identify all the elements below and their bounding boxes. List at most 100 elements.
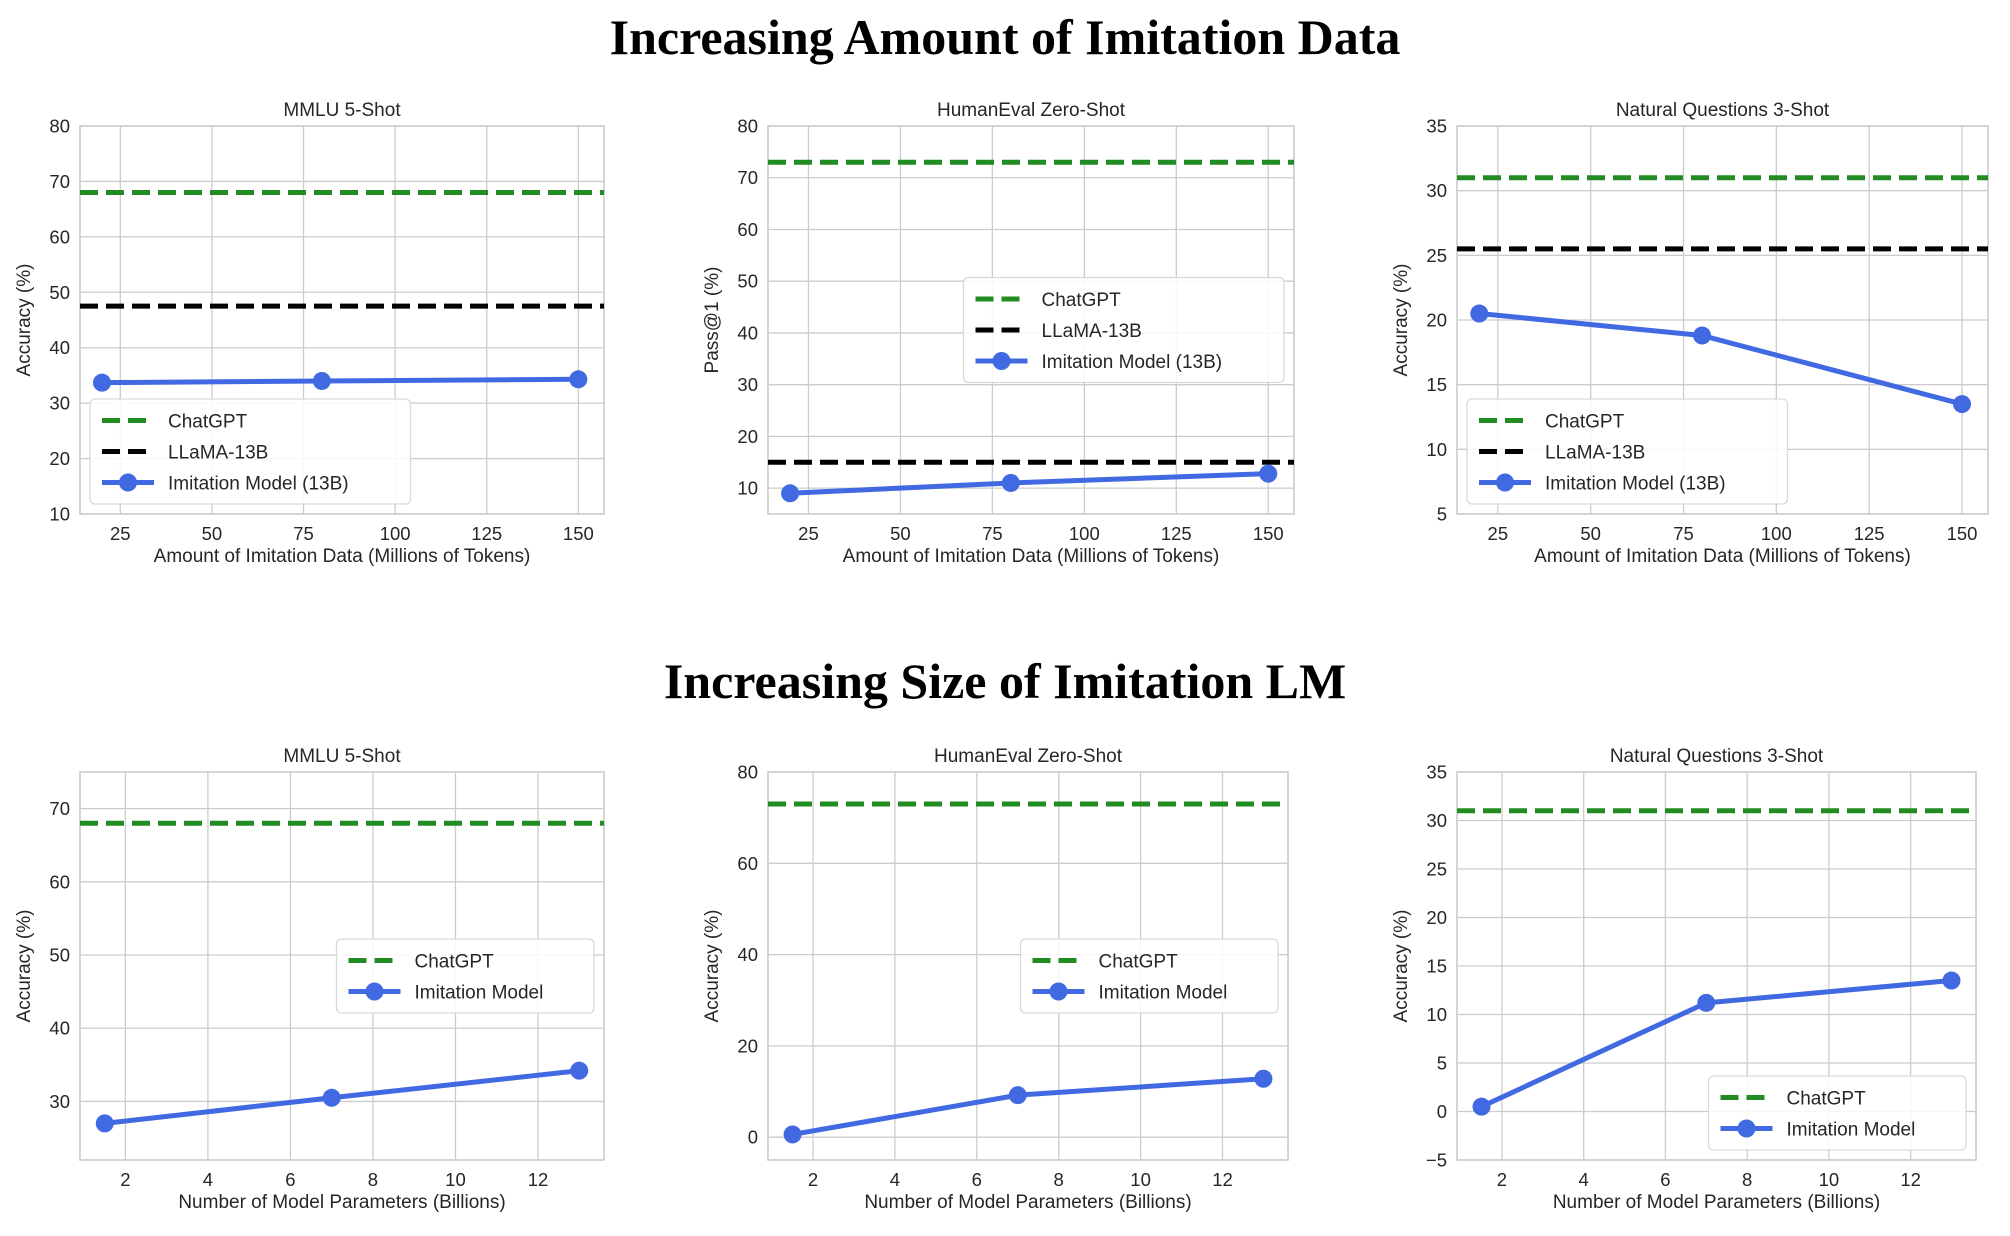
y-tick-label: 10 xyxy=(1426,1004,1447,1025)
legend-entry: ChatGPT xyxy=(1099,952,1179,973)
y-tick-label: 40 xyxy=(49,337,70,358)
x-tick-label: 125 xyxy=(1854,523,1885,544)
data-point xyxy=(92,373,111,392)
plot-area: 25 50 75 100 125 150 10 20 30 40 50 60 70 80 HumanEval… xyxy=(702,100,1295,567)
y-axis-label: Accuracy (%) xyxy=(1391,264,1412,377)
legend-entry: Imitation Model (13B) xyxy=(1042,352,1223,373)
x-tick-label: 6 xyxy=(972,1169,982,1190)
x-tick-label: 12 xyxy=(1900,1169,1921,1190)
legend-handle-marker xyxy=(992,352,1011,370)
x-tick-label: 12 xyxy=(528,1169,549,1190)
legend-handle-marker xyxy=(1737,1119,1756,1138)
x-tick-label: 100 xyxy=(380,523,411,544)
legend: ChatGPT LLaMA-13B Imitation Model (13B) xyxy=(89,398,412,505)
x-tick-label: 2 xyxy=(808,1169,818,1190)
y-tick-label: 80 xyxy=(737,762,758,783)
y-tick-label: 40 xyxy=(737,322,758,343)
plot-area: 2 4 6 8 10 12 −5 0 5 10 15 20 25 30 35 Natural Question… xyxy=(1391,746,1977,1213)
y-tick-label: −5 xyxy=(1426,1150,1447,1171)
data-point xyxy=(1254,1069,1273,1088)
plot-frame xyxy=(79,771,605,1161)
data-point xyxy=(1693,326,1712,345)
x-tick-label: 150 xyxy=(1947,523,1978,544)
legend-entry: ChatGPT xyxy=(1545,412,1625,433)
y-tick-label: 80 xyxy=(49,116,70,137)
x-tick-label: 6 xyxy=(285,1169,295,1190)
y-tick-label: 20 xyxy=(49,448,70,469)
chart-title: MMLU 5-Shot xyxy=(283,746,401,767)
data-point xyxy=(322,1088,341,1107)
data-layer xyxy=(80,820,604,1133)
y-tick-label: 10 xyxy=(1426,439,1447,460)
chart-title: Natural Questions 3-Shot xyxy=(1616,100,1830,121)
data-layer xyxy=(768,159,1294,503)
x-tick-label: 8 xyxy=(1054,1169,1064,1190)
legend-box xyxy=(1707,1075,1967,1151)
plot-frame xyxy=(1456,771,1977,1161)
x-tick-label: 25 xyxy=(110,523,131,544)
y-tick-label: 15 xyxy=(1426,956,1447,977)
legend-entry: Imitation Model (13B) xyxy=(1545,474,1726,495)
x-tick-label: 4 xyxy=(890,1169,900,1190)
y-tick-label: 0 xyxy=(1437,1101,1447,1122)
x-tick-label: 150 xyxy=(1253,523,1284,544)
x-tick-label: 100 xyxy=(1069,523,1100,544)
legend-entry: ChatGPT xyxy=(168,412,248,433)
legend-entry: ChatGPT xyxy=(1042,290,1122,311)
y-tick-label: 40 xyxy=(737,944,758,965)
x-tick-label: 75 xyxy=(982,523,1003,544)
chart-title: HumanEval Zero-Shot xyxy=(937,100,1126,121)
y-tick-label: 20 xyxy=(1426,310,1447,331)
data-point xyxy=(1472,1097,1491,1116)
legend: ChatGPT LLaMA-13B Imitation Model (13B) xyxy=(962,276,1285,384)
data-point xyxy=(570,1061,589,1080)
data-point xyxy=(1697,993,1716,1012)
legend-entry: ChatGPT xyxy=(1787,1089,1867,1110)
y-tick-label: 50 xyxy=(49,282,70,303)
chart-title: HumanEval Zero-Shot xyxy=(934,746,1123,767)
y-axis-label: Pass@1 (%) xyxy=(702,267,723,374)
y-tick-label: 35 xyxy=(1426,762,1447,783)
data-point xyxy=(1942,971,1961,990)
x-axis-label: Amount of Imitation Data (Millions of To… xyxy=(154,546,531,567)
legend-handle-marker xyxy=(1049,982,1068,1001)
y-axis-label: Accuracy (%) xyxy=(14,910,35,1023)
legend: ChatGPT Imitation Model xyxy=(1707,1075,1967,1151)
y-tick-label: 40 xyxy=(49,1018,70,1039)
x-tick-label: 2 xyxy=(1497,1169,1507,1190)
x-tick-label: 25 xyxy=(798,523,819,544)
x-tick-label: 8 xyxy=(368,1169,378,1190)
data-layer xyxy=(768,801,1288,1144)
x-tick-label: 10 xyxy=(1130,1169,1151,1190)
legend-box xyxy=(1019,938,1279,1014)
y-tick-label: 25 xyxy=(1426,859,1447,880)
chart-title: MMLU 5-Shot xyxy=(283,100,401,121)
x-axis-label: Number of Model Parameters (Billions) xyxy=(1553,1192,1880,1213)
x-axis-label: Number of Model Parameters (Billions) xyxy=(178,1192,505,1213)
x-tick-label: 125 xyxy=(1161,523,1192,544)
plot-area: 2 4 6 8 10 12 30 40 50 60 70 MMLU 5-Shot Number of M… xyxy=(14,746,605,1213)
legend-entry: LLaMA-13B xyxy=(168,443,268,464)
x-tick-label: 75 xyxy=(293,523,314,544)
x-tick-label: 50 xyxy=(202,523,223,544)
data-layer xyxy=(1457,175,1988,414)
legend-box xyxy=(1466,398,1789,505)
legend-box xyxy=(335,938,595,1014)
x-tick-label: 100 xyxy=(1761,523,1792,544)
x-axis-label: Amount of Imitation Data (Millions of To… xyxy=(1534,546,1911,567)
legend-entry: Imitation Model xyxy=(1099,983,1228,1004)
y-tick-label: 50 xyxy=(49,945,70,966)
plot-area: 25 50 75 100 125 150 5 10 15 20 25 30 35 Natural Ques… xyxy=(1391,100,1989,567)
y-axis-label: Accuracy (%) xyxy=(14,264,35,377)
y-tick-label: 80 xyxy=(737,116,758,137)
y-tick-label: 5 xyxy=(1437,504,1447,525)
plot-frame xyxy=(767,771,1289,1161)
legend: ChatGPT LLaMA-13B Imitation Model (13B) xyxy=(1466,398,1789,505)
y-tick-label: 15 xyxy=(1426,374,1447,395)
y-tick-label: 50 xyxy=(737,271,758,292)
data-point xyxy=(1001,473,1020,492)
x-tick-label: 150 xyxy=(563,523,594,544)
x-axis-label: Amount of Imitation Data (Millions of To… xyxy=(843,546,1220,567)
